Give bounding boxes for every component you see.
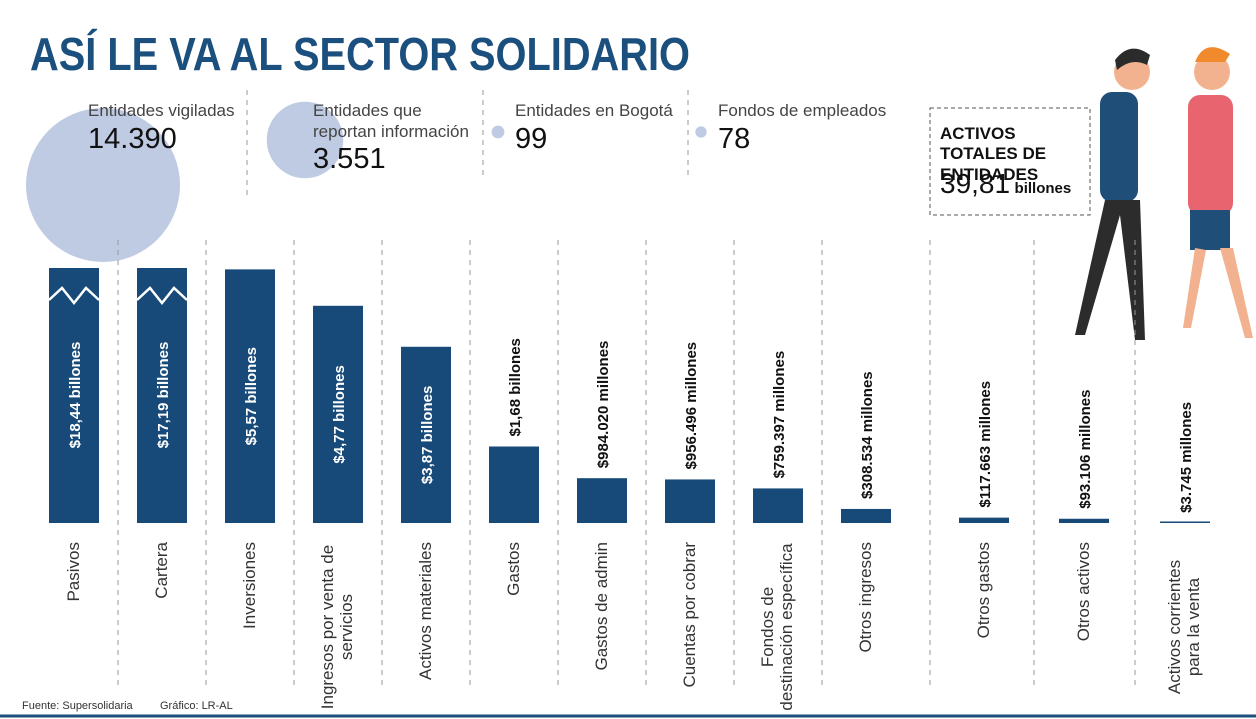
bar — [489, 446, 539, 523]
stat-value: 3.551 — [313, 143, 386, 175]
category-label: Otros ingresos — [855, 542, 875, 653]
category-label: Pasivos — [63, 542, 83, 602]
total-box — [929, 107, 1091, 216]
stat-value: 78 — [718, 123, 751, 155]
bar-break — [48, 286, 100, 306]
title: ASÍ LE VA AL SECTOR SOLIDARIO — [30, 28, 690, 80]
people-illustration — [1075, 47, 1253, 340]
bar — [1160, 521, 1210, 523]
category-label: Ingresos por venta de servicios — [318, 544, 356, 710]
stat-circle — [695, 126, 707, 138]
total-label: ACTIVOS TOTALES DE ENTIDADES — [940, 124, 1047, 184]
stat-value: 99 — [515, 123, 548, 155]
value-label: $984.020 millones — [595, 341, 612, 469]
bar-break — [136, 286, 188, 306]
stat-circle — [266, 101, 344, 179]
category-label: Inversiones — [239, 542, 259, 629]
total-value: 39,81 billones — [940, 168, 1071, 200]
value-label: $3.745 millones — [1178, 402, 1195, 513]
bar — [577, 478, 627, 523]
total-unit: billones — [1014, 180, 1072, 197]
bar — [753, 488, 803, 523]
value-label: $1,68 billones — [507, 338, 524, 436]
bar — [959, 517, 1009, 523]
source: Fuente: Supersolidaria — [22, 700, 134, 712]
bar — [401, 346, 451, 523]
bar — [665, 479, 715, 523]
value-label: $17,19 billones — [155, 342, 172, 449]
stat-circle — [491, 125, 505, 139]
category-label: Activos corrientes para la venta — [1165, 559, 1203, 695]
stat-label: Entidades en Bogotá — [515, 101, 673, 120]
bar — [225, 269, 275, 523]
value-label: $308.534 millones — [859, 371, 876, 499]
stat-value: 14.390 — [88, 123, 177, 155]
value-label: $18,44 billones — [67, 342, 84, 449]
value-label: $4,77 billones — [331, 365, 348, 463]
category-label: Cartera — [151, 542, 171, 599]
category-label: Otros gastos — [973, 542, 993, 639]
value-label: $759.397 millones — [771, 351, 788, 479]
value-label: $117.663 millones — [977, 381, 994, 508]
category-label: Cuentas por cobrar — [679, 542, 699, 688]
bar — [1059, 518, 1109, 523]
value-label: $93.106 millones — [1077, 390, 1094, 509]
stat-circle — [25, 107, 181, 263]
category-label: Activos materiales — [415, 542, 435, 680]
stat-label: Fondos de empleados — [718, 101, 887, 120]
value-label: $3,87 billones — [419, 386, 436, 484]
stat-separators — [246, 90, 689, 200]
bar — [313, 305, 363, 523]
category-label: Gastos — [503, 542, 523, 596]
value-label: $956.496 millones — [683, 342, 700, 470]
bar — [841, 508, 891, 523]
bar — [137, 268, 187, 523]
category-label: Gastos de admin — [591, 542, 611, 671]
stat-label: Entidades vigiladas — [88, 101, 235, 120]
value-label: $5,57 billones — [243, 347, 260, 445]
bar — [49, 268, 99, 523]
credit: Gráfico: LR-AL — [160, 700, 233, 712]
category-label: Otros activos — [1073, 542, 1093, 642]
stat-label: Entidades que reportan información — [313, 101, 469, 142]
category-label: Fondos de destinación específica — [758, 543, 796, 711]
total-number: 39,81 — [940, 168, 1011, 199]
